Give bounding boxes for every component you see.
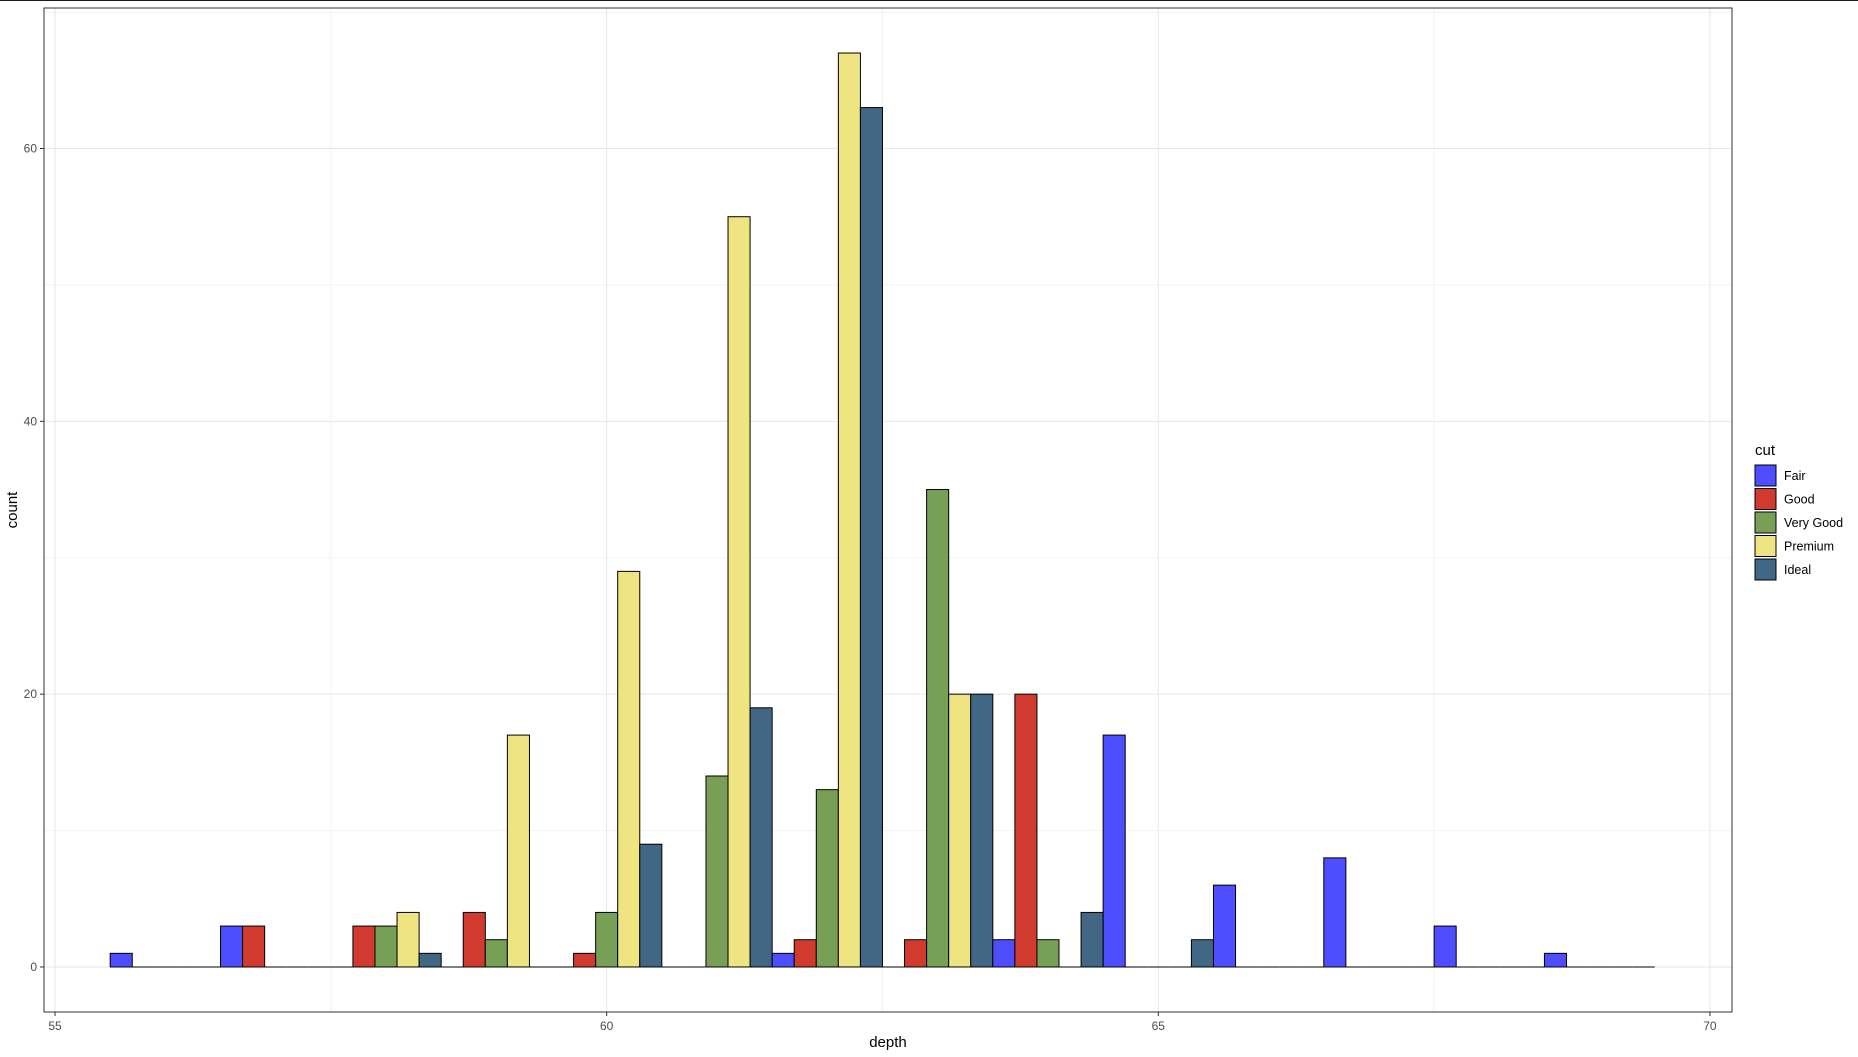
legend-label-premium: Premium [1784, 540, 1834, 554]
bar-ideal [749, 707, 773, 968]
bar-good [462, 911, 486, 968]
bar-premium [617, 570, 641, 968]
bar-good [352, 925, 376, 968]
bar-fair [1102, 734, 1126, 968]
bar-good [573, 952, 597, 968]
bar-premium [948, 693, 972, 968]
bar-very-good [484, 939, 508, 968]
bar-fair [1433, 925, 1457, 968]
bar-good [242, 925, 266, 968]
x-tick-label: 55 [48, 1019, 62, 1033]
bar-premium [396, 911, 420, 968]
y-tick-label: 60 [24, 142, 38, 156]
legend-title: cut [1755, 442, 1776, 459]
y-tick-label: 0 [30, 960, 37, 974]
legend-key-fair [1754, 464, 1777, 487]
x-tick-label: 70 [1703, 1019, 1717, 1033]
bar-fair [109, 952, 133, 968]
legend: cut Fair Good Very Good Premium Ideal [1754, 442, 1843, 581]
panel-border [43, 7, 1733, 1013]
bar-fair [992, 939, 1016, 968]
bar-fair [771, 952, 795, 968]
bar-very-good [1036, 939, 1060, 968]
axes: 55 60 65 70 0 20 40 60 [24, 142, 1717, 1033]
legend-key-good [1754, 488, 1777, 510]
bar-ideal [1080, 911, 1104, 968]
bar-fair [1323, 857, 1347, 968]
x-tick-label: 65 [1152, 1019, 1166, 1033]
x-axis-title: depth [869, 1034, 907, 1051]
bar-very-good [374, 925, 398, 968]
bar-ideal [639, 843, 663, 968]
y-tick-label: 20 [24, 687, 38, 701]
bar-very-good [595, 911, 619, 968]
x-tick-label: 60 [600, 1019, 614, 1033]
bar-premium [727, 216, 751, 968]
bar-good [1014, 693, 1038, 968]
bar-premium [837, 52, 861, 968]
bar-ideal [970, 693, 994, 968]
bar-fair [1543, 952, 1568, 968]
bar-very-good [815, 789, 839, 968]
bar-premium [506, 734, 530, 968]
legend-label-ideal: Ideal [1784, 563, 1811, 577]
bar-fair [1212, 884, 1237, 968]
legend-key-ideal [1754, 558, 1777, 581]
bar-very-good [926, 489, 950, 968]
bar-good [793, 939, 817, 968]
bar-ideal [418, 952, 442, 968]
legend-label-very-good: Very Good [1784, 516, 1843, 530]
legend-key-very-good [1754, 511, 1777, 534]
y-axis-title: count [4, 491, 21, 529]
bars [109, 52, 1655, 968]
top-border-line [0, 0, 1858, 1]
legend-label-good: Good [1784, 493, 1815, 507]
bar-very-good [705, 775, 729, 968]
grid-lines [44, 8, 1732, 1012]
bar-ideal [859, 107, 883, 968]
legend-key-premium [1754, 535, 1777, 557]
bar-fair [220, 925, 244, 968]
bar-ideal [1190, 939, 1214, 968]
bar-good [904, 939, 928, 968]
legend-label-fair: Fair [1784, 469, 1806, 483]
y-tick-label: 40 [24, 414, 38, 428]
